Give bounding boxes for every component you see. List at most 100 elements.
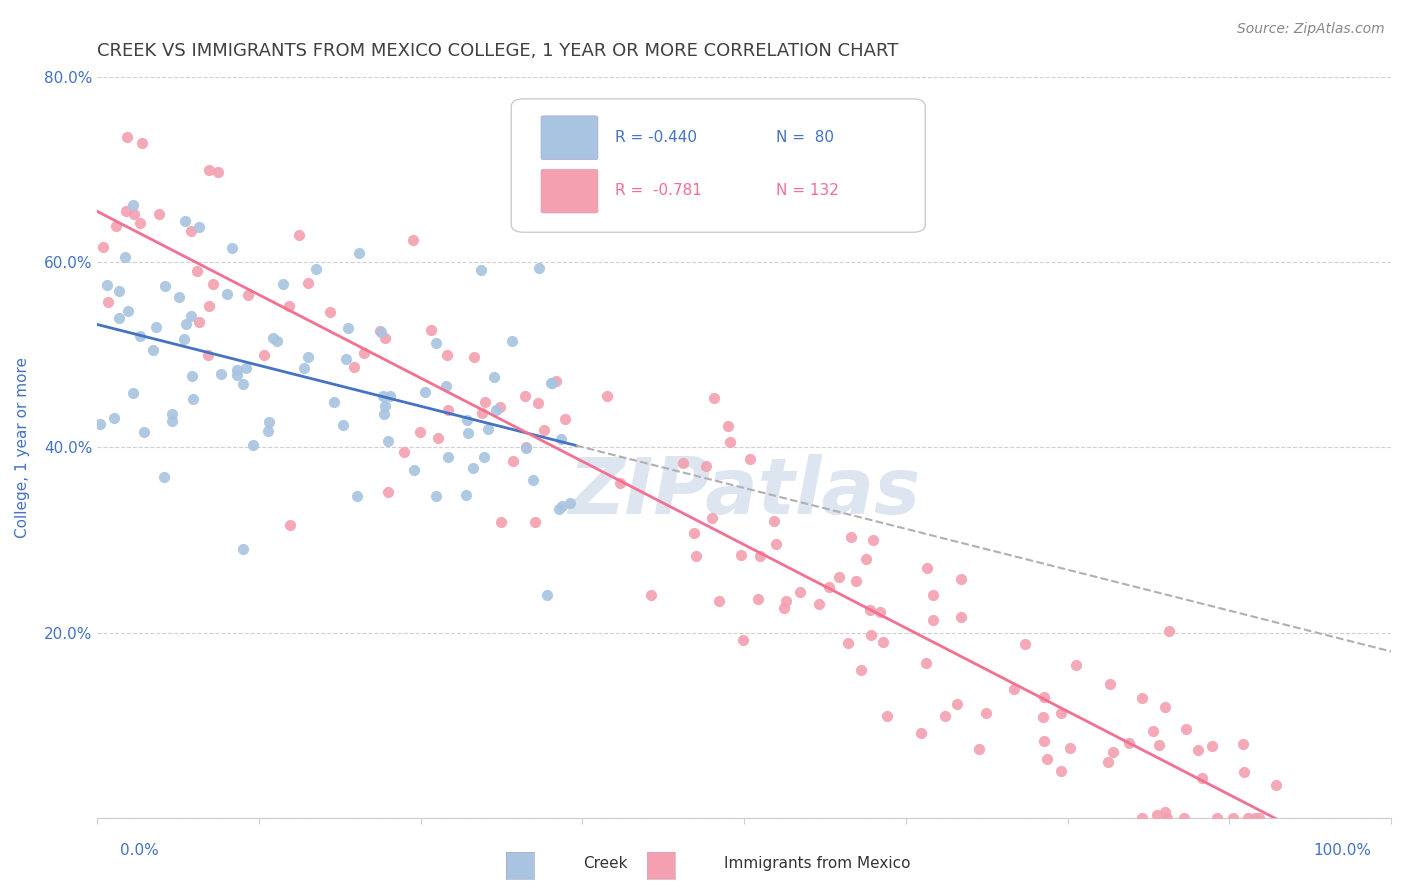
Point — [373, 389, 395, 403]
Point — [91, 240, 114, 254]
Point — [1066, 657, 1088, 672]
Point — [353, 345, 375, 359]
Point — [489, 515, 512, 529]
Point — [1187, 743, 1209, 757]
Point — [762, 515, 785, 529]
Point — [318, 305, 340, 319]
Point — [1101, 745, 1123, 759]
Point — [859, 628, 882, 642]
Point — [463, 351, 485, 365]
Point — [370, 325, 392, 339]
Point — [132, 425, 155, 439]
Point — [485, 403, 508, 417]
Point — [122, 386, 145, 401]
Point — [201, 277, 224, 291]
Point — [456, 413, 478, 427]
Point — [160, 408, 183, 422]
Point — [89, 417, 111, 431]
Point — [540, 376, 562, 390]
Point — [765, 537, 787, 551]
Point — [950, 609, 973, 624]
Point — [1154, 805, 1177, 819]
Point — [488, 401, 510, 415]
Point — [1157, 624, 1180, 638]
Point — [946, 697, 969, 711]
Point — [335, 351, 357, 366]
Point — [337, 321, 360, 335]
Point — [266, 334, 288, 349]
Point — [640, 588, 662, 602]
Point — [173, 332, 195, 346]
Point — [1264, 778, 1286, 792]
Point — [278, 518, 301, 533]
Point — [198, 299, 221, 313]
Point — [967, 742, 990, 756]
Point — [207, 165, 229, 179]
Point — [855, 552, 877, 566]
Point — [1036, 752, 1059, 766]
Point — [377, 434, 399, 449]
Point — [934, 709, 956, 723]
Point — [374, 331, 396, 345]
Point — [427, 431, 450, 445]
Point — [217, 287, 239, 301]
Point — [434, 378, 457, 392]
Point — [122, 207, 145, 221]
FancyBboxPatch shape — [541, 116, 598, 160]
Point — [1059, 741, 1081, 756]
Text: R =  -0.781: R = -0.781 — [614, 183, 702, 198]
Point — [456, 488, 478, 502]
Point — [1002, 682, 1025, 697]
Point — [837, 636, 859, 650]
Point — [378, 389, 401, 403]
Point — [347, 245, 370, 260]
Point — [131, 136, 153, 150]
Point — [457, 426, 479, 441]
Point — [292, 361, 315, 376]
Point — [548, 502, 571, 516]
Text: Source: ZipAtlas.com: Source: ZipAtlas.com — [1237, 22, 1385, 37]
Point — [297, 277, 319, 291]
Point — [1175, 722, 1198, 736]
Point — [186, 264, 208, 278]
Point — [773, 601, 796, 615]
Point — [596, 388, 619, 402]
Point — [527, 260, 550, 275]
Point — [436, 403, 458, 417]
Point — [1130, 811, 1153, 825]
Text: 0.0%: 0.0% — [120, 843, 159, 858]
Point — [922, 589, 945, 603]
Point — [851, 663, 873, 677]
Point — [103, 411, 125, 425]
Point — [197, 347, 219, 361]
Point — [472, 450, 495, 465]
Text: 100.0%: 100.0% — [1313, 843, 1371, 858]
Point — [550, 432, 572, 446]
Point — [436, 450, 458, 464]
Point — [839, 530, 862, 544]
Point — [232, 542, 254, 557]
Point — [950, 572, 973, 586]
Text: R = -0.440: R = -0.440 — [614, 130, 697, 145]
Point — [343, 359, 366, 374]
Point — [695, 459, 717, 474]
Point — [1097, 755, 1119, 769]
Point — [129, 216, 152, 230]
Point — [513, 389, 536, 403]
Y-axis label: College, 1 year or more: College, 1 year or more — [15, 357, 30, 538]
Point — [974, 706, 997, 720]
Point — [145, 319, 167, 334]
Point — [685, 549, 707, 563]
Point — [288, 227, 311, 242]
Text: Immigrants from Mexico: Immigrants from Mexico — [724, 856, 911, 871]
Point — [474, 395, 496, 409]
Point — [97, 295, 120, 310]
Point — [180, 224, 202, 238]
Point — [501, 334, 523, 349]
Point — [733, 632, 755, 647]
Point — [1014, 637, 1036, 651]
Point — [527, 396, 550, 410]
Point — [523, 515, 546, 529]
Point — [408, 425, 430, 439]
Point — [1130, 690, 1153, 705]
